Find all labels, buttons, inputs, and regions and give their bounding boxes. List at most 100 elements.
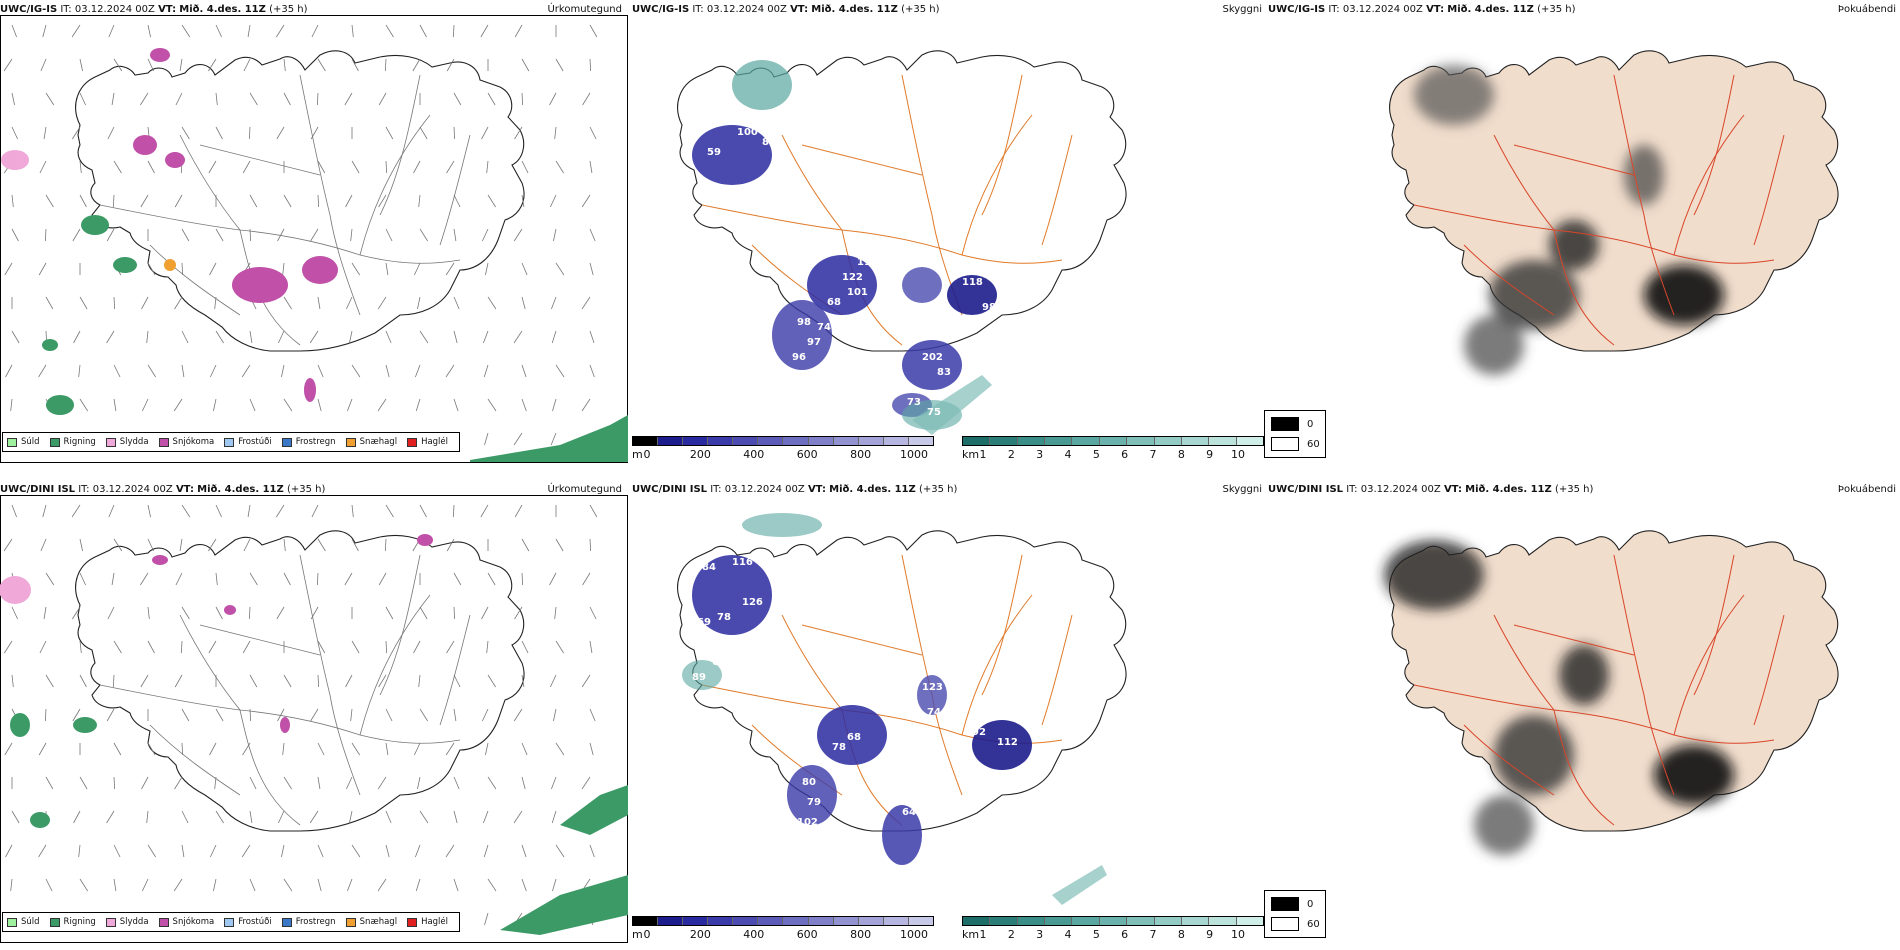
wind-barb [385, 126, 394, 140]
wind-barb [446, 58, 455, 72]
wind-barb [11, 810, 20, 824]
wind-barb [310, 126, 319, 140]
legend-label: Snæhagl [359, 917, 398, 927]
wind-barb [453, 126, 456, 140]
wind-barb [555, 262, 565, 276]
wind-barb [555, 364, 565, 378]
valid-prefix: VT: [807, 484, 826, 495]
cloudbase-value-label: 126 [742, 597, 763, 608]
wind-barb [208, 160, 217, 174]
wind-barb [553, 228, 557, 242]
colorbar-tick: 0 [643, 928, 651, 941]
colorbar-tick: 4 [1064, 928, 1072, 941]
cloudbase-value-label: 122 [842, 272, 863, 283]
wind-barb [43, 126, 47, 140]
wind-barb [310, 606, 319, 620]
colorbar-step [733, 437, 759, 445]
wind-barb [112, 194, 115, 208]
wind-barb [317, 640, 326, 654]
wind-barb [317, 296, 321, 310]
wind-barb [316, 572, 319, 586]
colorbar-tick: 5 [1092, 928, 1100, 941]
wind-barb [582, 572, 591, 586]
wind-barb [282, 742, 285, 756]
legend-item: Frostúði [224, 437, 272, 447]
legend-swatch [224, 917, 235, 927]
wind-barb [243, 58, 251, 72]
colorbar-step [758, 917, 784, 925]
cloudbase-value-label: 69 [697, 617, 711, 628]
wind-barb [589, 742, 594, 756]
wind-barb [113, 742, 122, 756]
wind-barb [215, 708, 224, 722]
wind-barb [317, 674, 320, 688]
wind-barb [414, 742, 421, 756]
legend-swatch [105, 917, 116, 927]
wind-barb [513, 330, 523, 344]
wind-barb [351, 58, 359, 72]
wind-barb [215, 228, 224, 242]
wind-barb [346, 296, 353, 310]
wind-barb [521, 262, 528, 276]
cloudbase-value-label: 64 [902, 807, 916, 818]
wind-barb [385, 262, 389, 276]
legend-label: Rigning [63, 437, 96, 447]
wind-barb [349, 330, 353, 344]
colorbar-step [1154, 437, 1182, 445]
init-time: IT: 03.12.2024 00Z [1346, 484, 1441, 495]
wind-barb [146, 330, 149, 344]
wind-barb [521, 364, 527, 378]
legend-label: Súld [21, 917, 40, 927]
wind-barb [38, 742, 47, 756]
colorbar-tick: 8 [1177, 928, 1185, 941]
cloudbase-value-label: 59 [707, 147, 721, 158]
cloudbase-value-label: 112 [997, 737, 1018, 748]
wind-barb [11, 92, 15, 106]
wind-barb [487, 194, 496, 208]
wind-barb [554, 606, 557, 620]
cloudbase-value-label: 74 [927, 707, 941, 718]
colorbar-tick: 600 [796, 448, 818, 461]
precip-type-legend: Súld Rigning Slydda Snjókoma Frostúði Frostre… [2, 432, 460, 452]
wind-barb [113, 878, 117, 892]
fog-title: Þokuábendi [1837, 484, 1896, 495]
wind-barb [481, 126, 489, 140]
wind-barb [589, 228, 596, 242]
colorbar-step [833, 437, 859, 445]
wind-barb [419, 24, 427, 38]
valid-time: Mið. 4.des. 11Z [1465, 484, 1552, 495]
colorbar-tick: 0 [643, 448, 651, 461]
wind-barb [106, 708, 115, 722]
wind-barb [78, 364, 81, 378]
wind-barb [453, 776, 460, 790]
colorbar-tick: 9 [1206, 928, 1214, 941]
wind-barb [208, 58, 217, 72]
wind-barb [521, 92, 524, 106]
wind-barb [521, 296, 526, 310]
fog-legend: 0 60 [1264, 410, 1326, 458]
wind-barb [181, 228, 190, 242]
wind-barb [249, 92, 258, 106]
wind-barb [453, 674, 461, 688]
wind-barb [215, 572, 218, 586]
wind-barb [551, 330, 557, 344]
cloudbase-value-label: 89 [692, 672, 706, 683]
wind-barb [241, 844, 251, 858]
wind-barb [215, 92, 218, 106]
wind-barb [11, 228, 19, 242]
legend-label: Snæhagl [359, 437, 398, 447]
wind-barb [345, 194, 353, 208]
precip-type-panel-bottom: UWC/DINI ISL IT: 03.12.2024 00Z VT: Mið.… [0, 480, 630, 943]
fog-legend-max: 60 [1307, 438, 1320, 450]
cloudbase-value-label: 98 [797, 317, 811, 328]
wind-barb [555, 160, 564, 174]
legend-item: Frostregn [281, 917, 336, 927]
legend-label: Frostregn [295, 437, 336, 447]
wind-barb [112, 674, 115, 688]
fog-legend-max: 60 [1307, 918, 1320, 930]
wind-barb [249, 674, 258, 688]
wind-barb [249, 708, 252, 722]
wind-barb [419, 810, 429, 824]
wind-barb [213, 398, 217, 412]
cloudbase-value-label: 84 [762, 137, 776, 148]
